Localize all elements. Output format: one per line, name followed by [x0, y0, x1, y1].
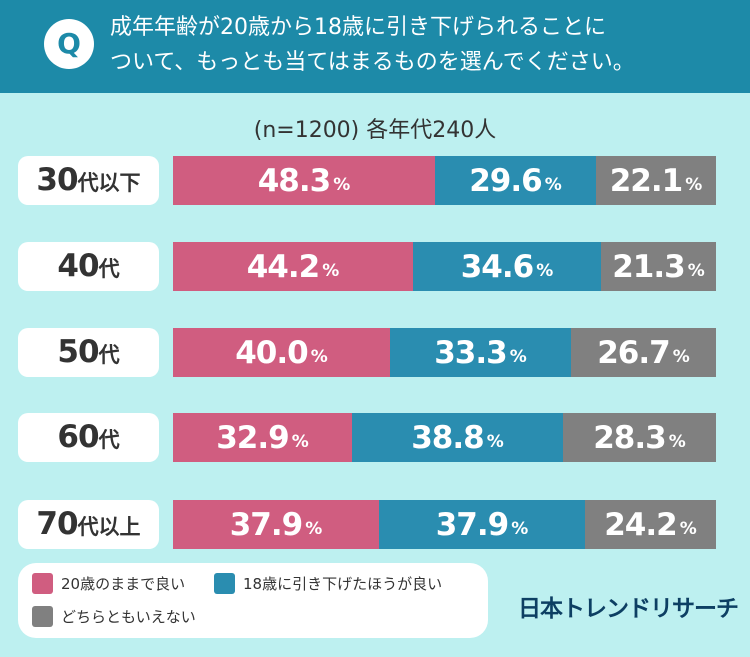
- category-label-60: 60代: [18, 413, 159, 462]
- legend-swatch-neither: [32, 606, 53, 627]
- question-text: 成年年齢が20歳から18歳に引き下げられることに ついて、もっとも当てはまるもの…: [110, 10, 730, 80]
- legend-item-lower-18: 18歳に引き下げたほうが良い: [214, 573, 442, 594]
- bar-segment-lower-18-30: 29.6%: [435, 156, 596, 205]
- category-unit: 代: [98, 428, 120, 452]
- category-number: 50: [57, 334, 99, 370]
- bar-segment-lower-18-50: 33.3%: [390, 328, 571, 377]
- bar-segment-neither-70: 24.2%: [585, 500, 716, 549]
- bar-segment-neither-40: 21.3%: [601, 242, 716, 291]
- data-label-percent: %: [486, 431, 504, 452]
- data-label-value: 33.3: [434, 334, 507, 371]
- data-label-value: 28.3: [593, 419, 666, 456]
- data-label-percent: %: [668, 431, 686, 452]
- category-label-70: 70代以上: [18, 500, 159, 549]
- legend-item-keep-20: 20歳のままで良い: [32, 573, 185, 594]
- category-number: 70: [36, 506, 78, 542]
- category-unit: 代以上: [77, 515, 141, 539]
- data-label-percent: %: [685, 174, 703, 195]
- data-label-percent: %: [687, 260, 705, 281]
- bar-segment-lower-18-60: 38.8%: [352, 413, 563, 462]
- category-number: 30: [36, 162, 78, 198]
- question-line-2: ついて、もっとも当てはまるものを選んでください。: [110, 50, 635, 75]
- category-unit: 代: [98, 343, 120, 367]
- legend-item-neither: どちらともいえない: [32, 606, 196, 627]
- data-label-value: 37.9: [229, 506, 303, 543]
- data-label-percent: %: [333, 174, 351, 195]
- brand-logo: 日本トレンドリサーチ: [518, 596, 739, 622]
- data-label-value: 21.3: [612, 248, 685, 285]
- legend-label-neither: どちらともいえない: [61, 608, 196, 626]
- data-label-value: 32.9: [216, 419, 289, 456]
- category-label-30: 30代以下: [18, 156, 159, 205]
- bar-segment-lower-18-70: 37.9%: [379, 500, 585, 549]
- legend-label-lower-18: 18歳に引き下げたほうが良い: [243, 575, 443, 593]
- data-label-percent: %: [310, 346, 328, 367]
- data-label-value: 22.1: [609, 162, 683, 199]
- legend-swatch-keep-20: [32, 573, 53, 594]
- bar-segment-keep-20-70: 37.9%: [173, 500, 379, 549]
- bar-segment-keep-20-40: 44.2%: [173, 242, 413, 291]
- sample-note: (n=1200) 各年代240人: [253, 118, 497, 143]
- question-line-1: 成年年齢が20歳から18歳に引き下げられることに: [110, 15, 606, 40]
- bar-segment-neither-50: 26.7%: [571, 328, 716, 377]
- bar-segment-lower-18-40: 34.6%: [413, 242, 601, 291]
- data-label-value: 48.3: [257, 162, 331, 199]
- data-label-percent: %: [509, 346, 527, 367]
- legend-swatch-lower-18: [214, 573, 235, 594]
- question-header: Q 成年年齢が20歳から18歳に引き下げられることに ついて、もっとも当てはまる…: [0, 0, 750, 93]
- category-label-40: 40代: [18, 242, 159, 291]
- category-unit: 代: [98, 257, 120, 281]
- category-label-50: 50代: [18, 328, 159, 377]
- data-label-percent: %: [544, 174, 562, 195]
- data-label-percent: %: [291, 431, 309, 452]
- legend-label-keep-20: 20歳のままで良い: [61, 575, 186, 593]
- data-label-value: 38.8: [411, 419, 484, 456]
- data-label-percent: %: [672, 346, 690, 367]
- bar-segment-keep-20-60: 32.9%: [173, 413, 352, 462]
- data-label-percent: %: [322, 260, 340, 281]
- data-label-value: 37.9: [435, 506, 509, 543]
- bar-segment-neither-30: 22.1%: [596, 156, 716, 205]
- bar-segment-keep-20-50: 40.0%: [173, 328, 390, 377]
- category-number: 60: [57, 419, 99, 455]
- category-unit: 代以下: [77, 171, 141, 195]
- data-label-value: 44.2: [246, 248, 320, 285]
- legend: 20歳のままで良い 18歳に引き下げたほうが良い どちらともいえない: [18, 563, 488, 638]
- question-badge: Q: [44, 19, 94, 69]
- bar-segment-keep-20-30: 48.3%: [173, 156, 435, 205]
- category-number: 40: [57, 248, 99, 284]
- data-label-value: 24.2: [604, 506, 677, 543]
- data-label-percent: %: [305, 518, 323, 539]
- data-label-value: 34.6: [460, 248, 534, 285]
- data-label-percent: %: [536, 260, 554, 281]
- data-label-percent: %: [679, 518, 697, 539]
- data-label-value: 40.0: [235, 334, 308, 371]
- bar-segment-neither-60: 28.3%: [563, 413, 716, 462]
- data-label-value: 26.7: [597, 334, 670, 371]
- data-label-value: 29.6: [469, 162, 542, 199]
- data-label-percent: %: [511, 518, 529, 539]
